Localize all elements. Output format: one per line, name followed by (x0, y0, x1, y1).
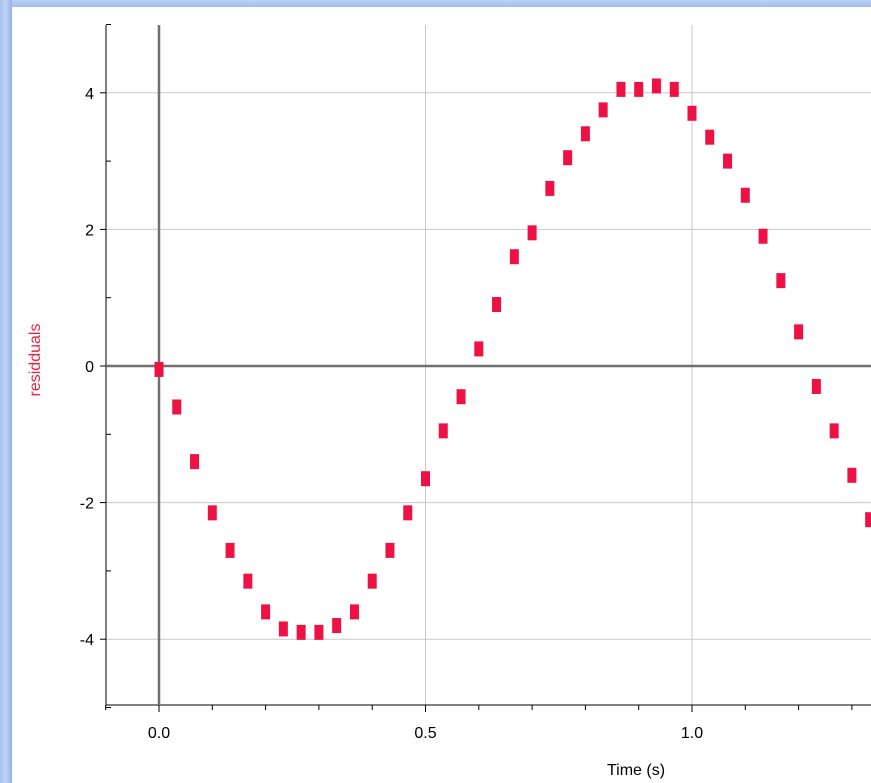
data-point (172, 399, 182, 415)
y-tick-label: -2 (80, 496, 94, 513)
data-point (634, 81, 644, 97)
data-point (758, 228, 768, 244)
data-point (190, 454, 200, 470)
data-point (740, 187, 750, 203)
data-point (474, 341, 484, 357)
data-point (332, 618, 342, 634)
ticks (100, 24, 853, 712)
y-tick-labels: -4 -2 0 2 4 (80, 86, 94, 649)
data-point (349, 604, 359, 620)
data-point (527, 225, 537, 241)
data-point (563, 150, 573, 166)
data-point (776, 273, 786, 289)
window-frame-left (0, 0, 12, 783)
data-point (278, 621, 288, 637)
y-axis-label: residduals (27, 324, 44, 397)
data-points (154, 78, 871, 640)
data-point (598, 102, 608, 118)
axes (105, 25, 871, 706)
data-point (296, 624, 306, 640)
data-point (225, 542, 235, 558)
data-point (865, 512, 871, 528)
data-point (723, 153, 733, 169)
data-point (243, 573, 253, 589)
data-point (705, 129, 715, 145)
data-point (403, 505, 413, 521)
x-tick-label: 1.0 (681, 725, 703, 742)
data-point (545, 180, 555, 196)
data-point (207, 505, 217, 521)
x-tick-labels: 0.0 0.5 1.0 (148, 725, 703, 742)
data-point (438, 423, 448, 439)
data-point (421, 471, 430, 487)
data-point (385, 542, 395, 558)
data-point (580, 126, 590, 142)
data-point (261, 604, 271, 620)
data-point (669, 81, 679, 97)
data-point (651, 78, 661, 94)
y-tick-label: 2 (85, 222, 94, 239)
data-point (829, 423, 839, 439)
data-point (314, 624, 324, 640)
y-tick-label: -4 (80, 632, 94, 649)
x-tick-label: 0.5 (414, 725, 436, 742)
data-point (492, 297, 502, 313)
x-tick-label: 0.0 (148, 725, 170, 742)
data-point (616, 81, 626, 97)
data-point (154, 361, 164, 377)
data-point (811, 378, 821, 394)
data-point (847, 467, 857, 483)
y-tick-label: 0 (85, 359, 94, 376)
data-point (794, 324, 804, 340)
data-point (456, 389, 466, 405)
data-point (687, 105, 697, 121)
data-point (509, 249, 519, 265)
window-frame-top (0, 0, 871, 7)
y-tick-label: 4 (85, 86, 94, 103)
x-axis-label: Time (s) (607, 762, 665, 779)
data-point (367, 573, 377, 589)
